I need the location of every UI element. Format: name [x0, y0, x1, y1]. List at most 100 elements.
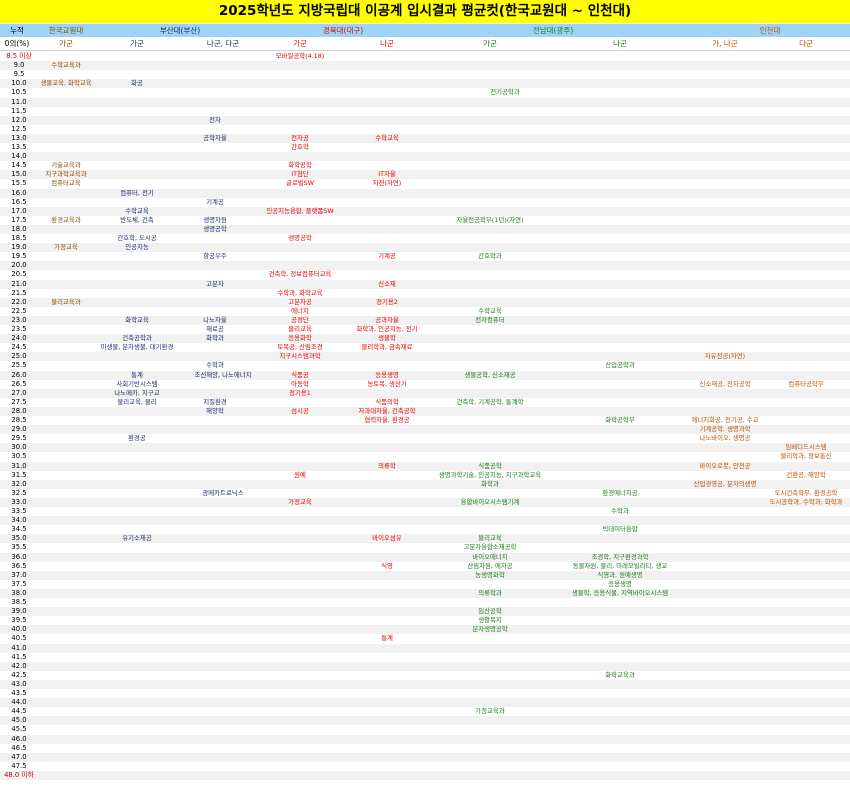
- cutoff-label: 9.0: [13, 61, 25, 70]
- department-entry: 화학과: [206, 334, 224, 343]
- table-row: 12.5: [0, 125, 850, 134]
- department-entry: 생명공학: [203, 224, 227, 233]
- department-entry: 융합바이오시스템기계: [460, 497, 520, 506]
- department-entry: 식영과, 원예생명: [597, 570, 643, 579]
- table-row: 42.5 화학교육과: [0, 671, 850, 680]
- cutoff-label: 31.5: [11, 470, 27, 479]
- department-entry: 신소재공, 전자공학: [699, 379, 751, 388]
- cutoff-label: 20.0: [11, 261, 27, 270]
- department-entry: 토목공, 산림조경: [277, 343, 323, 352]
- department-entry: 광메카트로닉스: [202, 488, 244, 497]
- department-entry: 간호학, 도시공: [117, 234, 157, 242]
- table-row: 28.0 해양학 섬시공 자과대자율, 건축공학: [0, 406, 850, 416]
- department-entry: 물리교육과: [51, 297, 81, 306]
- department-entry: 수학교육: [478, 306, 502, 315]
- table-row: 37.0 농생명화학 식영과, 원예생명: [0, 570, 850, 580]
- table-row: 42.0: [0, 661, 850, 671]
- cutoff-label: 33.0: [11, 497, 27, 506]
- table-row: 16.5 기계공: [0, 198, 850, 207]
- department-entry: 사회기반시스템: [116, 379, 158, 388]
- university-header-3: 경북대(대구): [322, 26, 364, 35]
- department-entry: 인공지능: [125, 243, 149, 252]
- department-entry: 식품공학: [478, 461, 502, 470]
- table-row: 23.0 화학교육 나노자율 공정단 공과자율 전자컴퓨터: [0, 315, 850, 325]
- cutoff-label: 45.0: [11, 716, 27, 725]
- cutoff-label: 26.0: [11, 370, 27, 379]
- department-entry: 산업공학과: [605, 361, 635, 370]
- department-entry: 자유전공(자연): [704, 352, 746, 361]
- department-entry: 화학공학: [288, 161, 312, 170]
- department-entry: 빅데이터융합: [602, 525, 638, 534]
- table-row: 38.5: [0, 598, 850, 607]
- department-entry: 의류학과: [478, 588, 502, 597]
- cutoff-label: 40.0: [11, 625, 27, 634]
- department-entry: 환경에너지공: [602, 488, 638, 497]
- table-row: 44.5 가정교육과: [0, 707, 850, 716]
- table-row: 21.5 수학과, 화학교육: [0, 289, 850, 298]
- university-header-0: 누적: [10, 26, 24, 35]
- table-row: 20.5 건축학, 정보컴퓨터교육: [0, 270, 850, 279]
- department-entry: 자율전공학부(1년)(자연): [456, 215, 524, 224]
- department-entry: 물리교육: [288, 325, 312, 333]
- table-row: 27.5 물리교육, 물리 지질환경 식품의학 건축학, 기계공학, 통계학: [0, 398, 850, 407]
- cutoff-label: 31.0: [11, 461, 27, 470]
- department-entry: 나노자율: [203, 315, 227, 324]
- department-entry: 신소재: [378, 279, 396, 288]
- cutoff-label: 24.5: [11, 343, 27, 352]
- department-entry: 지구과학교육과: [45, 170, 87, 179]
- cutoff-label: 34.0: [11, 516, 27, 525]
- department-entry: 기술교육과: [51, 161, 81, 170]
- department-entry: 화학과, 인공지능, 전기: [356, 325, 418, 333]
- department-entry: 정기용1: [289, 388, 311, 397]
- table-row: 41.0: [0, 643, 850, 653]
- university-header-row: 누적 한국교원대 부산대(부산) 경북대(대구) 전남대(광주) 인천대: [0, 24, 850, 37]
- department-entry: 환경공: [128, 434, 146, 443]
- cutoff-label: 47.0: [11, 752, 27, 761]
- cutoff-label: 41.5: [11, 652, 27, 661]
- department-entry: 인공지능융합, 플랫폼SW: [266, 206, 334, 215]
- department-entry: 전자컴퓨터: [475, 315, 505, 324]
- cutoff-label: 36.5: [11, 561, 27, 570]
- table-row: 11.0: [0, 97, 850, 107]
- table-row: 26.5 사회기반시스템 아동학 농토목, 생산기 신소재공, 전자공학 컴퓨터공학부: [0, 380, 850, 389]
- department-entry: 응용화학: [288, 334, 312, 343]
- department-entry: 전자: [209, 115, 221, 124]
- cutoff-label: 13.5: [11, 143, 27, 151]
- department-entry: 공과자율: [375, 315, 399, 324]
- department-entry: 도시공학과, 수학과, 화학과: [769, 497, 843, 506]
- department-entry: 통계: [131, 370, 143, 379]
- group-header-9: 다군: [799, 39, 813, 48]
- group-header-1: 가군: [59, 39, 73, 48]
- department-entry: 통계: [381, 634, 393, 643]
- cutoff-label: 33.5: [11, 507, 27, 515]
- table-row: 31.0 의류학 식품공학 바이오로봇, 안전공: [0, 461, 850, 471]
- department-entry: IT첨단: [291, 170, 309, 179]
- department-entry: 건축학, 기계공학, 통계학: [456, 397, 524, 406]
- cutoff-label: 23.0: [11, 315, 27, 324]
- group-header-6: 가군: [483, 39, 497, 48]
- cutoff-label: 14.5: [11, 161, 27, 170]
- department-entry: 고분자융합소재공학: [463, 543, 517, 552]
- department-entry: 건환공, 해양학: [786, 470, 826, 479]
- department-entry: 생물공학, 신소재공: [464, 370, 516, 379]
- cutoff-label: 48.0 이하: [4, 770, 34, 779]
- department-entry: 농생명화학: [475, 570, 505, 579]
- department-entry: 화공: [131, 79, 143, 88]
- cutoff-label: 25.0: [11, 352, 27, 361]
- department-entry: 바이오로봇, 안전공: [699, 461, 751, 470]
- department-entry: 물리교육: [478, 534, 502, 543]
- department-entry: 반도체, 건축: [120, 215, 154, 224]
- group-header-4: 가군: [293, 39, 307, 48]
- department-entry: 가정교육: [54, 243, 78, 252]
- group-header-8: 가, 나군: [712, 39, 738, 48]
- table-row: 20.0: [0, 261, 850, 271]
- department-entry: 생물교육, 화학교육: [40, 79, 92, 88]
- department-entry: 섬시공: [291, 406, 309, 415]
- table-row: 47.0: [0, 752, 850, 762]
- cutoff-label: 42.5: [11, 670, 27, 679]
- table-row: 24.5 미생물, 분자생물, 대기환경 토목공, 산림조경 물리학과, 금속재료: [0, 343, 850, 352]
- cutoff-label: 15.5: [11, 179, 27, 188]
- department-entry: 수학과: [206, 361, 224, 370]
- table-row: 28.5 협력자율, 환경공 화학공학부 에너지화공, 전기공, 수교: [0, 416, 850, 425]
- department-entry: 화학과: [481, 479, 499, 488]
